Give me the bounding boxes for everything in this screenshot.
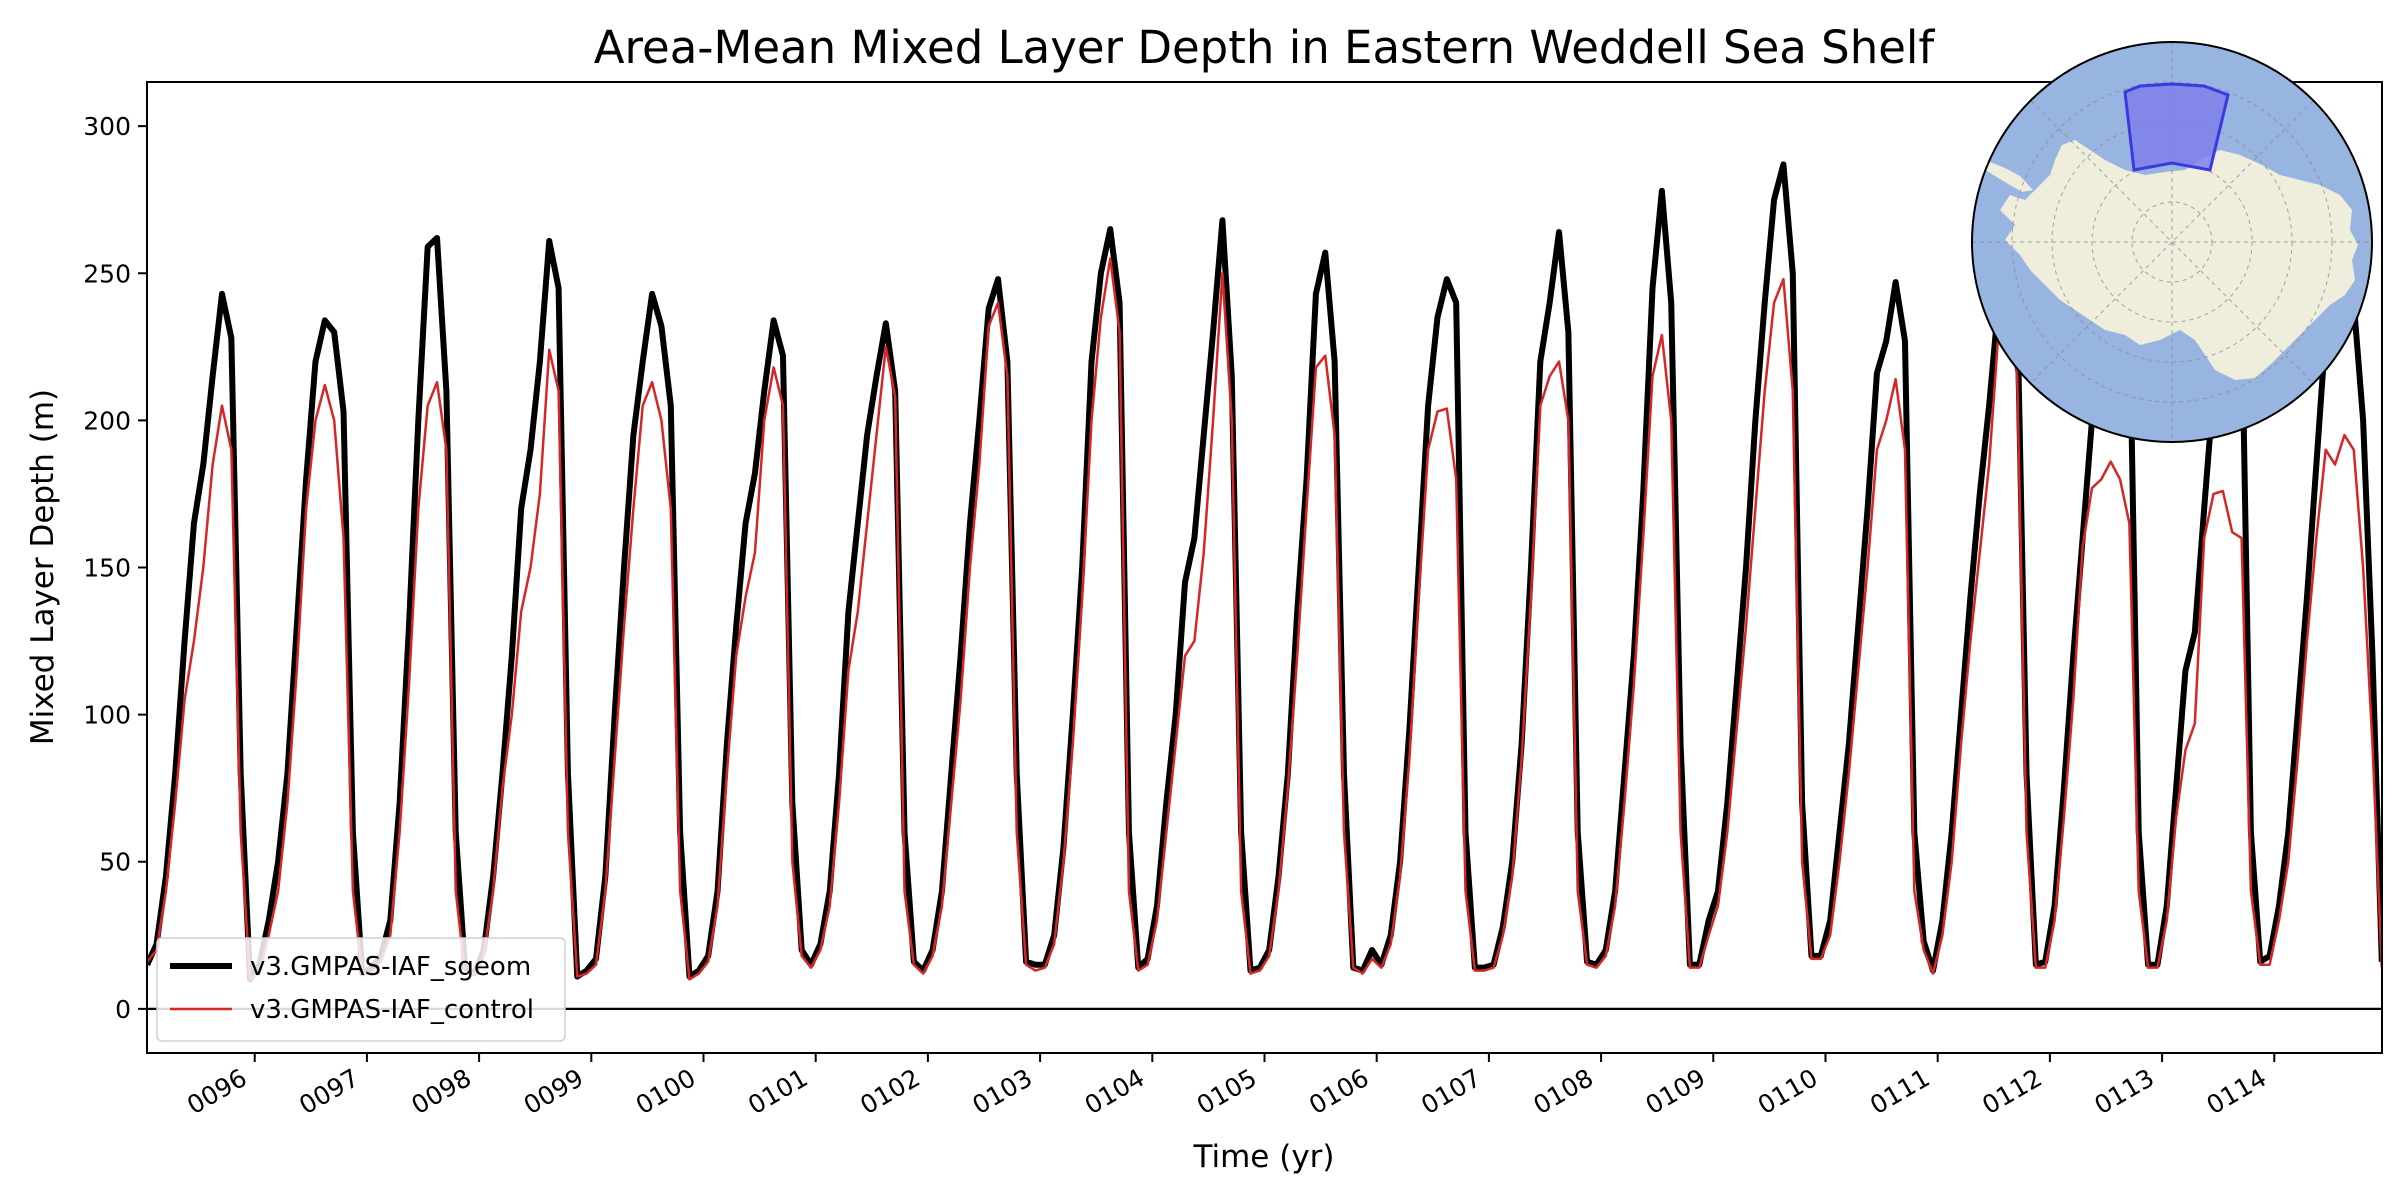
legend-box [156, 937, 566, 1042]
y-tick-label: 300 [83, 112, 131, 141]
plot-frame [146, 81, 2383, 1054]
legend-label-control: v3.GMPAS-IAF_control [250, 995, 534, 1025]
y-axis-label: Mixed Layer Depth (m) [25, 389, 61, 745]
y-tick-label: 150 [83, 554, 131, 583]
y-tick-label: 200 [83, 406, 131, 435]
y-axis: 0 50 100 150 200 250 300 [83, 112, 147, 1024]
chart-title: Area-Mean Mixed Layer Depth in Eastern W… [594, 21, 1936, 74]
inset-polar-map [1971, 41, 2373, 443]
y-tick-label: 100 [83, 701, 131, 730]
map-highlighted-region [2123, 82, 2230, 172]
map-outline [1971, 41, 2373, 443]
y-tick-label: 50 [99, 848, 131, 877]
y-tick-label: 250 [83, 259, 131, 288]
x-axis-label: Time (yr) [1193, 1139, 1335, 1175]
legend: v3.GMPAS-IAF_sgeom v3.GMPAS-IAF_control [156, 937, 566, 1042]
y-tick-label: 0 [115, 995, 131, 1024]
legend-label-sgeom: v3.GMPAS-IAF_sgeom [250, 952, 531, 982]
map-antarctica-land [1972, 140, 2358, 380]
